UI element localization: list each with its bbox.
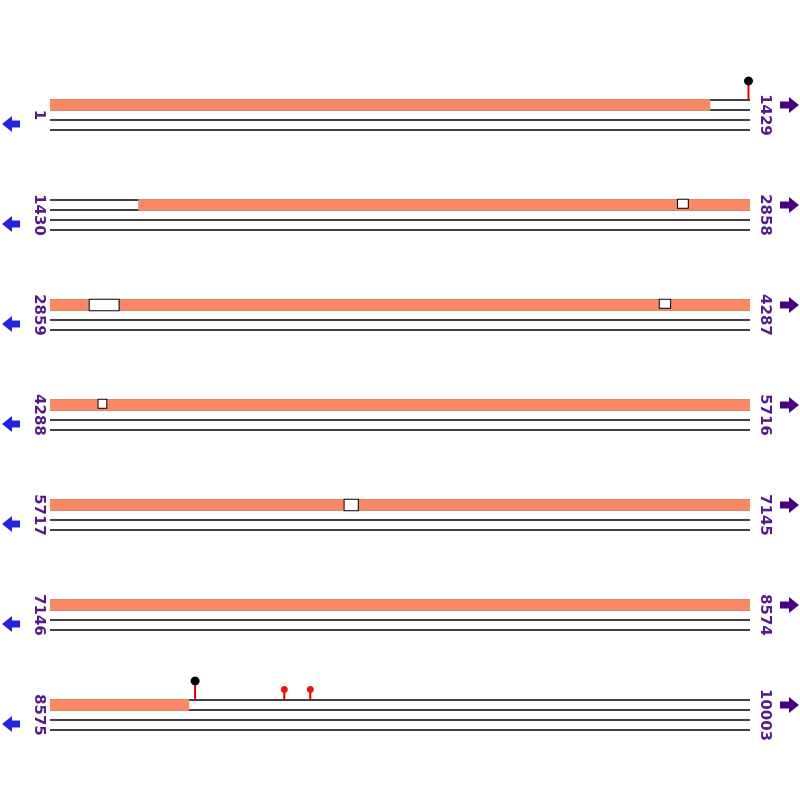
left-arrow-icon[interactable]	[2, 316, 20, 332]
map-row: 8575 10003	[2, 676, 799, 741]
row-end-coordinate: 4287	[757, 294, 775, 336]
track-line	[50, 709, 750, 711]
row-start-coordinate: 1430	[31, 194, 49, 236]
left-arrow-icon[interactable]	[2, 716, 20, 732]
alignment-bar	[50, 599, 750, 611]
right-arrow-icon[interactable]	[780, 597, 799, 613]
right-arrow-icon[interactable]	[780, 497, 799, 513]
row-end-coordinate: 5716	[757, 394, 775, 436]
track-line	[50, 129, 750, 131]
track-line	[50, 699, 750, 701]
map-row: 7146 8574	[2, 594, 799, 636]
row-start-coordinate: 7146	[31, 594, 49, 636]
alignment-bar	[138, 199, 750, 211]
track-line	[50, 619, 750, 621]
track-line	[50, 719, 750, 721]
pin-icon	[306, 686, 314, 700]
left-arrow-icon[interactable]	[2, 116, 20, 132]
left-arrow-icon[interactable]	[2, 516, 20, 532]
track-line	[50, 429, 750, 431]
map-row: 1430 2858	[2, 194, 799, 236]
left-arrow-icon[interactable]	[2, 216, 20, 232]
track-line	[50, 319, 750, 321]
track-line	[50, 529, 750, 531]
pin-icon	[744, 76, 753, 100]
track-line	[50, 329, 750, 331]
right-arrow-icon[interactable]	[780, 197, 799, 213]
right-arrow-icon[interactable]	[780, 97, 799, 113]
gap-marker	[88, 298, 120, 312]
row-end-coordinate: 8574	[757, 594, 775, 636]
alignment-bar	[50, 299, 750, 311]
row-end-coordinate: 10003	[757, 689, 775, 741]
pin-icon	[190, 676, 200, 700]
map-row: 1 1429	[2, 76, 799, 136]
pin-head	[744, 76, 753, 86]
right-arrow-icon[interactable]	[780, 397, 799, 413]
track-line	[50, 729, 750, 731]
gap-marker	[97, 398, 108, 409]
gap-marker	[658, 298, 672, 309]
track-line	[50, 629, 750, 631]
track-line	[50, 229, 750, 231]
alignment-bar	[50, 499, 750, 511]
pin-icon	[280, 686, 288, 700]
row-start-coordinate: 8575	[31, 694, 49, 736]
map-row: 2859 4287	[2, 294, 799, 336]
gap-marker	[343, 498, 359, 512]
alignment-bar	[50, 699, 190, 711]
alignment-bar	[50, 99, 711, 111]
left-arrow-icon[interactable]	[2, 616, 20, 632]
pin-head	[306, 686, 314, 693]
row-start-coordinate: 5717	[31, 494, 49, 536]
track-line	[50, 219, 750, 221]
row-end-coordinate: 7145	[757, 494, 775, 536]
gap-marker	[677, 198, 689, 209]
pin-head	[280, 686, 288, 693]
pin-head	[190, 676, 200, 686]
track-line	[50, 519, 750, 521]
alignment-bar	[50, 399, 750, 411]
right-arrow-icon[interactable]	[780, 297, 799, 313]
row-start-coordinate: 2859	[31, 294, 49, 336]
track-line	[50, 419, 750, 421]
left-arrow-icon[interactable]	[2, 416, 20, 432]
row-start-coordinate: 1	[31, 110, 49, 120]
row-end-coordinate: 2858	[757, 194, 775, 236]
map-row: 4288 5716	[2, 394, 799, 436]
row-start-coordinate: 4288	[31, 394, 49, 436]
right-arrow-icon[interactable]	[780, 697, 799, 713]
map-row: 5717 7145	[2, 494, 799, 536]
row-end-coordinate: 1429	[757, 94, 775, 136]
track-line	[50, 119, 750, 121]
